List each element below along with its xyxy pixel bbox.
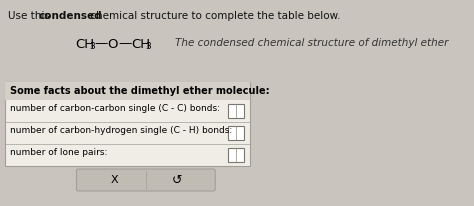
Text: Use this: Use this — [8, 11, 53, 21]
Text: Some facts about the dimethyl ether molecule:: Some facts about the dimethyl ether mole… — [10, 86, 270, 96]
Bar — [5, 82, 250, 100]
Text: —: — — [118, 37, 131, 50]
Bar — [228, 148, 244, 162]
Text: The condensed chemical structure of dimethyl ether: The condensed chemical structure of dime… — [175, 38, 448, 48]
Text: number of lone pairs:: number of lone pairs: — [10, 148, 108, 157]
Bar — [228, 126, 244, 140]
Text: 3: 3 — [145, 41, 151, 50]
Text: Use this condensed: Use this condensed — [8, 11, 123, 21]
Text: 3: 3 — [89, 41, 95, 50]
Text: CH: CH — [131, 38, 150, 51]
Text: —: — — [94, 37, 107, 50]
Text: condensed: condensed — [39, 11, 103, 21]
Text: number of carbon-carbon single (C - C) bonds:: number of carbon-carbon single (C - C) b… — [10, 104, 220, 113]
Text: number of carbon-hydrogen single (C - H) bonds:: number of carbon-hydrogen single (C - H)… — [10, 126, 232, 135]
Text: chemical structure to complete the table below.: chemical structure to complete the table… — [87, 11, 340, 21]
Text: Use this: Use this — [8, 11, 53, 21]
FancyBboxPatch shape — [76, 169, 215, 191]
Bar — [228, 104, 244, 118]
Text: ↺: ↺ — [172, 173, 182, 186]
Text: CH: CH — [75, 38, 94, 51]
Text: X: X — [111, 175, 118, 185]
Text: O: O — [107, 38, 118, 51]
Bar — [5, 82, 250, 166]
